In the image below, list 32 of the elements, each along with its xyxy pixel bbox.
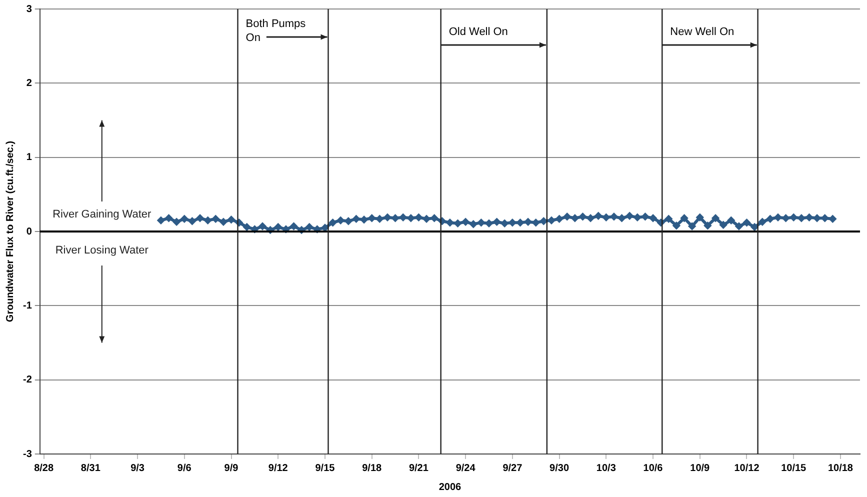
x-tick-label: 9/9: [224, 462, 239, 474]
x-tick-label: 9/24: [456, 462, 476, 474]
x-tick-label: 8/28: [34, 462, 54, 474]
ref-line-label: Both Pumps On: [246, 18, 306, 44]
x-tick-label: 9/18: [362, 462, 382, 474]
y-tick-label: -3: [22, 448, 32, 460]
annotation: River Gaining Water: [52, 208, 152, 220]
annotation: River Losing Water: [55, 244, 149, 256]
x-tick-label: 10/15: [781, 462, 807, 474]
y-axis-title: Groundwater Flux to River (cu.ft./sec.): [4, 140, 16, 322]
y-tick-label: -2: [22, 374, 32, 386]
ref-line-label: Old Well On: [448, 26, 508, 38]
x-tick-label: 9/15: [315, 462, 336, 474]
y-tick-label: 1: [26, 152, 32, 164]
x-tick-label: 10/12: [734, 462, 760, 474]
x-tick-label: 9/12: [268, 462, 288, 474]
x-tick-label: 8/31: [80, 462, 101, 474]
x-tick-label: 10/3: [596, 462, 616, 474]
y-tick-label: -1: [22, 300, 32, 312]
x-tick-label: 10/9: [690, 462, 710, 474]
x-tick-label: 10/6: [643, 462, 664, 474]
x-tick-label: 9/30: [550, 462, 570, 474]
x-tick-label: 9/21: [408, 462, 429, 474]
ref-line-label: New Well On: [670, 26, 734, 38]
x-tick-label: 10/18: [828, 462, 854, 474]
y-tick-label: 2: [26, 78, 32, 89]
x-tick-label: 9/27: [502, 462, 523, 474]
x-axis-title: 2006: [438, 482, 462, 493]
x-tick-label: 9/6: [177, 462, 192, 474]
y-tick-label: 0: [26, 226, 32, 238]
x-tick-label: 9/3: [130, 462, 145, 474]
y-tick-label: 3: [26, 4, 32, 15]
